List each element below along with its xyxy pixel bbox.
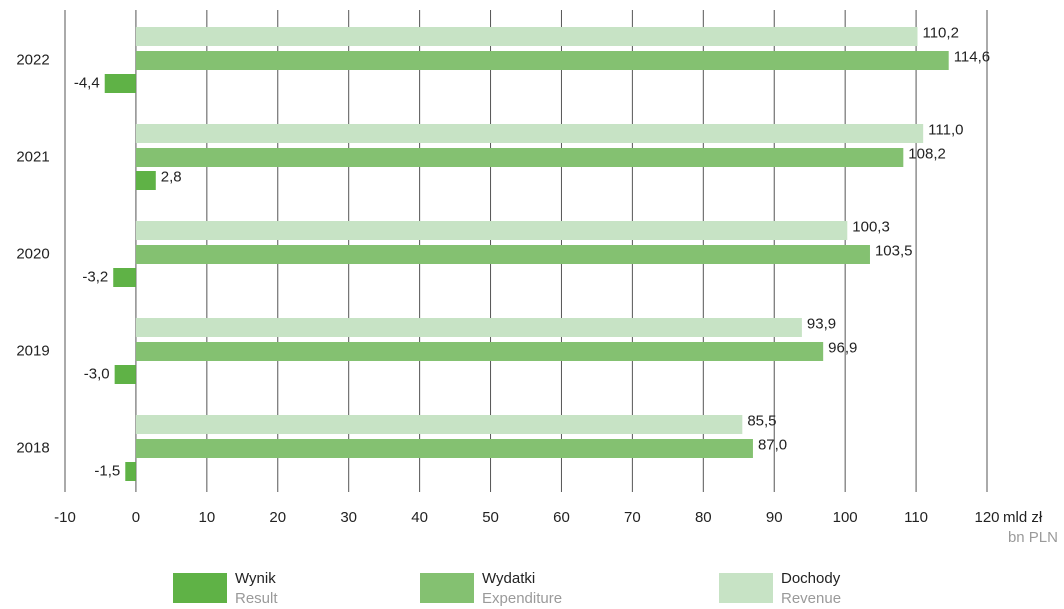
bar bbox=[135, 51, 949, 70]
x-tick-label: 40 bbox=[411, 509, 428, 526]
value-label: 2,8 bbox=[161, 168, 182, 185]
legend-label: Wynik bbox=[235, 570, 276, 587]
x-tick-label: 10 bbox=[199, 509, 216, 526]
bar bbox=[114, 365, 136, 384]
bar bbox=[135, 318, 802, 337]
bar bbox=[135, 148, 904, 167]
bar bbox=[135, 415, 743, 434]
value-label: 110,2 bbox=[922, 24, 958, 41]
y-tick-label: 2019 bbox=[16, 342, 49, 359]
value-label: 103,5 bbox=[875, 242, 913, 259]
legend-label-en: Revenue bbox=[781, 590, 841, 607]
bar bbox=[135, 124, 924, 143]
x-unit: mld zł bbox=[1003, 509, 1043, 526]
x-tick-label: 60 bbox=[553, 509, 570, 526]
bar bbox=[135, 245, 870, 264]
legend-swatch bbox=[719, 573, 773, 603]
value-label: -4,4 bbox=[74, 74, 100, 91]
legend-label: Dochody bbox=[781, 570, 841, 587]
bar bbox=[104, 74, 136, 93]
value-label: 108,2 bbox=[908, 145, 946, 162]
legend-swatch bbox=[173, 573, 227, 603]
x-tick-label: 20 bbox=[269, 509, 286, 526]
bar bbox=[135, 439, 753, 458]
legend-label-en: Result bbox=[235, 590, 278, 607]
value-label: -1,5 bbox=[94, 462, 120, 479]
value-label: 85,5 bbox=[747, 412, 776, 429]
value-label: -3,0 bbox=[84, 365, 110, 382]
x-tick-label: -10 bbox=[54, 509, 76, 526]
y-tick-label: 2020 bbox=[16, 245, 49, 262]
x-tick-label: 80 bbox=[695, 509, 712, 526]
value-label: 93,9 bbox=[807, 315, 836, 332]
bar bbox=[135, 171, 156, 190]
value-label: 111,0 bbox=[928, 121, 963, 138]
y-tick-label: 2022 bbox=[16, 51, 49, 68]
x-tick-label: 120 bbox=[974, 509, 999, 526]
x-tick-label: 100 bbox=[833, 509, 858, 526]
x-tick-label: 90 bbox=[766, 509, 783, 526]
legend-label-en: Expenditure bbox=[482, 590, 562, 607]
bar bbox=[135, 221, 848, 240]
value-label: 100,3 bbox=[852, 218, 890, 235]
value-label: -3,2 bbox=[82, 268, 108, 285]
legend-swatch bbox=[420, 573, 474, 603]
y-tick-label: 2018 bbox=[16, 439, 49, 456]
bar bbox=[125, 462, 136, 481]
x-unit-en: bn PLN bbox=[1008, 529, 1058, 546]
x-tick-label: 50 bbox=[482, 509, 499, 526]
legend-label: Wydatki bbox=[482, 570, 535, 587]
value-label: 87,0 bbox=[758, 436, 787, 453]
bar bbox=[113, 268, 136, 287]
x-tick-label: 30 bbox=[340, 509, 357, 526]
y-tick-label: 2021 bbox=[16, 148, 49, 165]
x-tick-label: 110 bbox=[904, 509, 928, 526]
value-label: 114,6 bbox=[954, 48, 990, 65]
x-tick-label: 70 bbox=[624, 509, 641, 526]
value-label: 96,9 bbox=[828, 339, 857, 356]
bar bbox=[135, 27, 918, 46]
bar bbox=[135, 342, 824, 361]
x-tick-label: 0 bbox=[132, 509, 140, 526]
